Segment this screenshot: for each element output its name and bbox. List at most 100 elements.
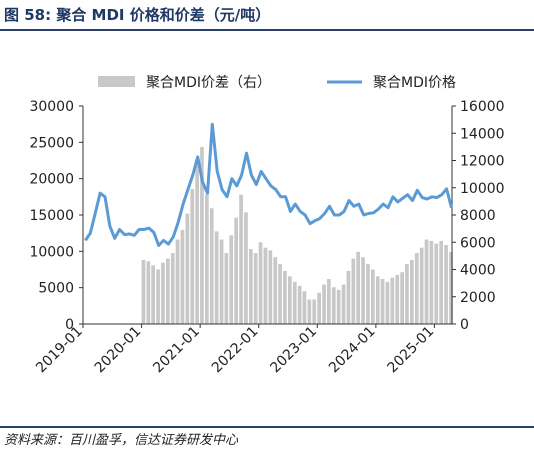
spread-bar: [361, 257, 365, 324]
y-left-tick-label: 10000: [29, 244, 74, 260]
mdi-price-spread-chart: 0 5000 10000 15000 20000 25000 30000 0 2000 4000 6…: [29, 75, 504, 376]
price-line-layer: [84, 122, 453, 247]
x-tick-label: 2022-01: [209, 324, 262, 377]
legend-label-price: 聚合MDI价格: [373, 75, 456, 91]
y-left-tick-label: 15000: [29, 208, 74, 224]
y-right-tick-label: 14000: [460, 126, 505, 142]
spread-bar: [141, 260, 146, 324]
spread-bar: [331, 287, 336, 324]
spread-bar: [292, 281, 297, 324]
spread-bar: [312, 299, 317, 324]
y-right-tick-label: 2000: [460, 290, 496, 306]
x-tick-label: 2020-01: [92, 324, 145, 377]
spread-bar: [229, 235, 234, 324]
spread-bar: [239, 194, 243, 324]
spread-bar: [444, 245, 448, 324]
spread-bar: [156, 269, 160, 324]
spread-bar: [253, 253, 258, 324]
spread-bar: [341, 284, 346, 324]
title-rule: [0, 29, 534, 31]
spread-bar: [424, 239, 429, 324]
spread-bar: [410, 260, 414, 324]
y-left-tick-label: 30000: [29, 99, 74, 115]
spread-bar: [205, 194, 209, 324]
spread-bar: [385, 281, 390, 324]
spread-bar: [400, 272, 404, 324]
x-tick-label: 2019-01: [33, 324, 86, 377]
spread-bar: [419, 247, 424, 324]
spread-bar: [185, 213, 190, 324]
spread-bar: [288, 276, 292, 324]
spread-bar: [146, 261, 151, 324]
spread-bar: [283, 270, 287, 324]
y-right-tick-label: 0: [460, 317, 469, 333]
spread-bar: [175, 239, 180, 324]
spread-bar: [219, 239, 224, 324]
spread-bar: [190, 189, 195, 324]
figure-source: 资料来源：百川盈孚，信达证券研发中心: [4, 433, 239, 448]
spread-bar: [327, 279, 331, 324]
spread-bar: [405, 264, 409, 324]
spread-bar: [170, 253, 175, 324]
x-tick-label: 2023-01: [267, 324, 320, 377]
spread-bar: [273, 257, 278, 324]
spread-bar: [439, 240, 443, 324]
spread-bar: [322, 284, 326, 324]
x-tick-label: 2021-01: [150, 324, 203, 377]
x-tick-label: 2025-01: [385, 324, 438, 377]
spread-bars: [141, 146, 453, 325]
spread-bar: [180, 230, 185, 324]
spread-bar: [249, 249, 253, 324]
chart-axes: 0 5000 10000 15000 20000 25000 30000 0 2000 4000 6…: [29, 99, 504, 376]
spread-bar: [297, 285, 302, 324]
spread-bar: [434, 243, 439, 324]
y-right-tick-label: 4000: [460, 263, 496, 279]
y-left-tick-label: 5000: [38, 281, 74, 297]
spread-bar: [268, 250, 273, 324]
legend-label-spread: 聚合MDI价差（右）: [146, 75, 271, 91]
spread-bar: [234, 217, 238, 324]
legend-swatch-spread: [98, 76, 135, 87]
spread-bar: [224, 253, 229, 324]
x-tick-label: 2024-01: [326, 324, 379, 377]
spread-bar: [200, 146, 204, 324]
spread-bar: [351, 258, 356, 324]
y-right-tick-label: 12000: [460, 154, 505, 170]
spread-bar: [161, 262, 165, 324]
spread-bar: [375, 276, 380, 324]
price-line: [84, 122, 453, 247]
spread-bar: [244, 212, 248, 324]
spread-bar: [429, 240, 434, 324]
spread-bar: [258, 242, 263, 325]
spread-bar: [307, 299, 312, 324]
spread-bar: [209, 208, 214, 324]
figure-title: 图 58: 聚合 MDI 价格和价差（元/吨）: [4, 6, 271, 24]
spread-bar: [302, 291, 307, 324]
spread-bar: [317, 292, 321, 324]
spread-bar: [263, 247, 268, 324]
y-right-tick-label: 8000: [460, 208, 496, 224]
spread-bar: [336, 289, 341, 324]
y-left-tick-label: 25000: [29, 135, 74, 151]
spread-bar: [380, 279, 385, 324]
spread-bar: [366, 264, 370, 324]
spread-bar: [390, 277, 395, 324]
spread-bar: [151, 265, 155, 324]
chart-legend: 聚合MDI价差（右） 聚合MDI价格: [98, 75, 456, 91]
source-rule: [0, 426, 534, 428]
spread-bar: [195, 163, 199, 324]
y-right-tick-label: 10000: [460, 181, 505, 197]
spread-bar: [449, 251, 453, 324]
y-right-tick-label: 6000: [460, 235, 496, 251]
spread-bar: [214, 231, 219, 324]
y-right-tick-label: 16000: [460, 99, 505, 115]
spread-bar: [414, 253, 419, 324]
spread-bar: [395, 274, 400, 324]
spread-bar: [356, 251, 360, 324]
y-left-tick-label: 0: [65, 317, 74, 333]
y-left-tick-label: 20000: [29, 172, 74, 188]
spread-bar: [166, 258, 170, 324]
spread-bar: [278, 264, 282, 324]
spread-bar: [371, 269, 375, 324]
spread-bar: [346, 270, 351, 324]
